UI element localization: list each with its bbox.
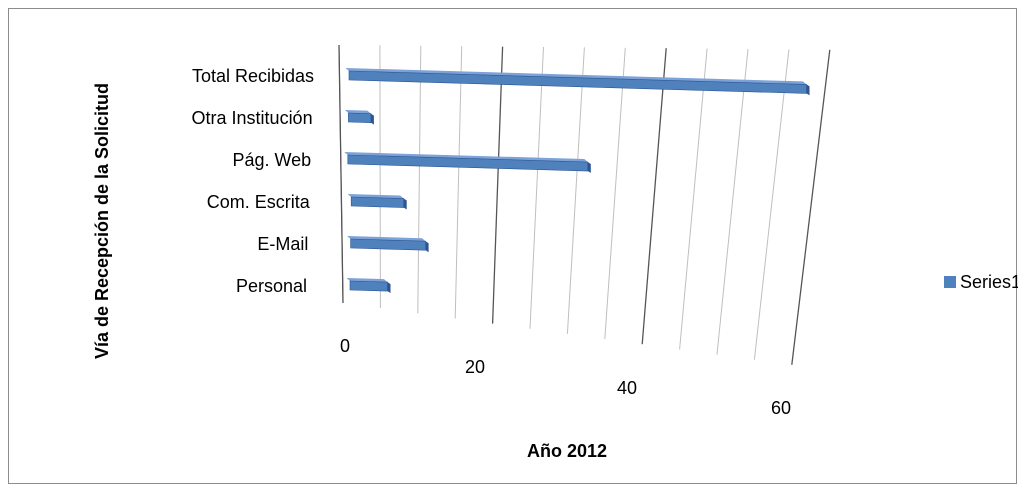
chart-svg: Personal E-Mail Com. Escrita Pág. Web Ot… (92, 44, 1018, 461)
bar-front-face (349, 280, 388, 292)
bar-end-face (387, 282, 391, 294)
gridline-10 (417, 45, 422, 314)
gridline-5 (379, 45, 381, 309)
x-tick-label-60: 60 (771, 398, 791, 418)
bar-top-face (347, 236, 426, 242)
bar-front-face (350, 196, 405, 208)
value-axis-line (338, 44, 344, 304)
bar-end-face (403, 198, 407, 210)
chart-area: Personal E-Mail Com. Escrita Pág. Web Ot… (8, 8, 1018, 484)
bar-front-face (348, 70, 807, 94)
x-axis-title: Año 2012 (527, 441, 607, 461)
bar-end-face (587, 162, 591, 174)
bar-total-recibidas (345, 68, 810, 96)
gridline-55 (753, 49, 790, 360)
bar-com-escrita (347, 194, 407, 210)
legend-swatch-series1 (944, 276, 956, 288)
x-tick-label-20: 20 (465, 357, 485, 377)
gridline-35 (604, 47, 626, 340)
legend: Series1 (944, 272, 1018, 292)
bar-front-face (350, 238, 426, 251)
bar-end-face (806, 84, 810, 96)
bar-top-face (344, 110, 371, 114)
bar-end-face (370, 113, 374, 125)
category-label-personal: Personal (236, 276, 307, 296)
bar-end-face (425, 241, 429, 253)
bar-e-mail (347, 236, 429, 253)
bar-otra-instituci-n (344, 110, 374, 125)
bar-personal (346, 278, 391, 294)
gridline-60 (791, 49, 831, 365)
category-label-com-escrita: Com. Escrita (207, 192, 311, 212)
bar-top-face (347, 194, 404, 199)
bars (344, 68, 810, 294)
x-tick-labels: 0 20 40 60 (340, 336, 791, 418)
gridline-45 (679, 48, 708, 350)
category-label-email: E-Mail (257, 234, 308, 254)
bar-top-face (344, 152, 588, 163)
y-axis-title: Vía de Recepción de la Solicitud (92, 83, 112, 359)
category-label-total-recibidas: Total Recibidas (192, 66, 314, 86)
gridline-40 (641, 48, 667, 345)
bar-top-face (345, 68, 807, 85)
bar-p-g-web (344, 152, 591, 174)
gridline-50 (716, 48, 749, 355)
bar-front-face (348, 112, 372, 123)
x-tick-label-40: 40 (617, 378, 637, 398)
x-tick-label-0: 0 (340, 336, 350, 356)
category-label-pag-web: Pág. Web (232, 150, 311, 170)
gridline-25 (529, 46, 544, 329)
category-labels: Personal E-Mail Com. Escrita Pág. Web Ot… (192, 66, 314, 296)
gridline-30 (566, 47, 585, 334)
category-label-otra-institucion: Otra Institución (192, 108, 313, 128)
gridline-15 (454, 46, 463, 319)
legend-label-series1: Series1 (960, 272, 1018, 292)
gridline-20 (491, 46, 504, 324)
gridlines (338, 44, 831, 365)
